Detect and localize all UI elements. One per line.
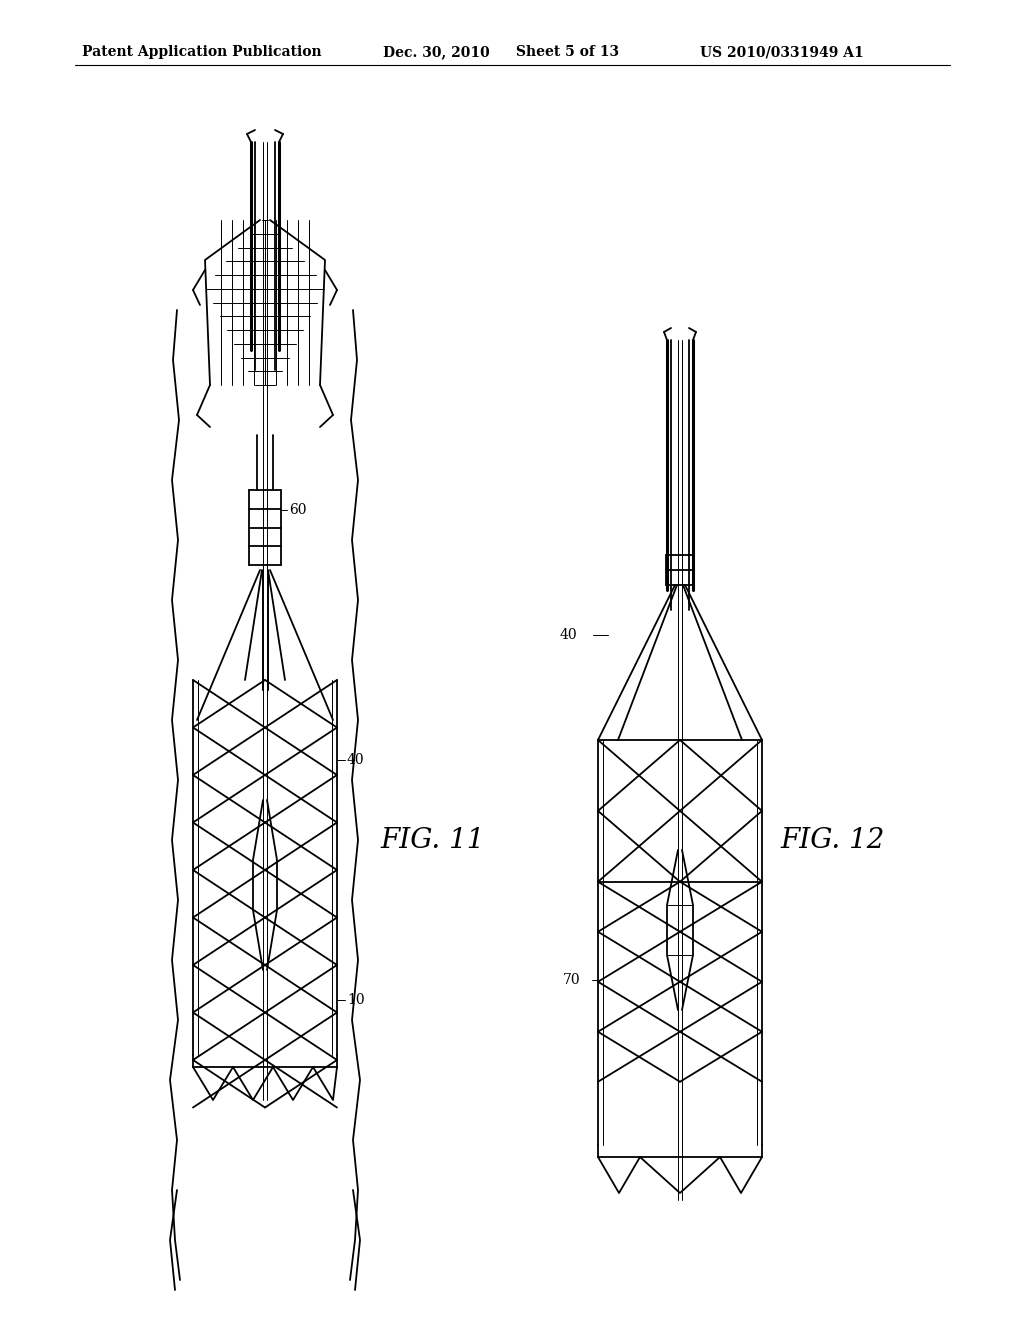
Text: US 2010/0331949 A1: US 2010/0331949 A1 (700, 45, 864, 59)
Text: Dec. 30, 2010: Dec. 30, 2010 (383, 45, 489, 59)
Text: 10: 10 (347, 993, 365, 1007)
Text: Patent Application Publication: Patent Application Publication (82, 45, 322, 59)
Text: Sheet 5 of 13: Sheet 5 of 13 (516, 45, 620, 59)
Text: FIG. 11: FIG. 11 (380, 826, 484, 854)
Text: 40: 40 (560, 628, 578, 642)
Text: FIG. 12: FIG. 12 (780, 826, 885, 854)
Text: 70: 70 (563, 973, 581, 987)
Text: 40: 40 (347, 752, 365, 767)
Text: 60: 60 (289, 503, 306, 517)
